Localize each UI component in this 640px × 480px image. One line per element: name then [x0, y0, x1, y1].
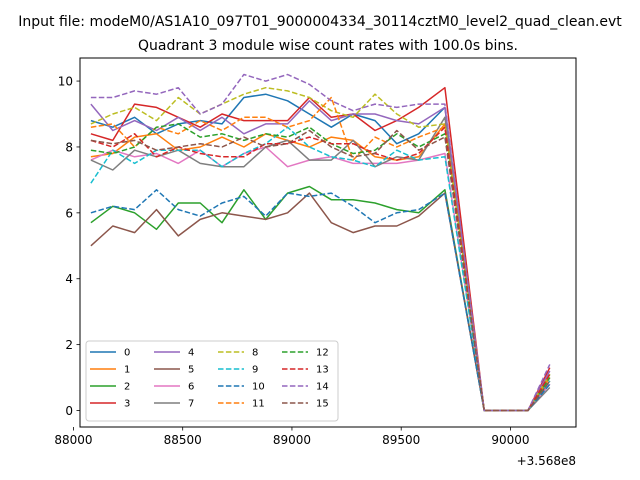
- legend-label-11: 11: [252, 399, 265, 410]
- legend-label-9: 9: [252, 365, 258, 376]
- y-tick-label: 6: [65, 206, 73, 220]
- x-tick-label: 89500: [382, 433, 420, 447]
- x-tick-label: 90000: [491, 433, 529, 447]
- legend-label-5: 5: [188, 365, 194, 376]
- legend-label-2: 2: [124, 382, 130, 393]
- x-tick-label: 88000: [54, 433, 92, 447]
- plot-area-frame: [79, 57, 577, 428]
- series-line-10: [90, 189, 551, 412]
- legend-label-15: 15: [316, 399, 329, 410]
- y-tick-label: 2: [65, 338, 73, 352]
- series-line-15: [90, 129, 551, 412]
- legend-label-12: 12: [316, 348, 329, 359]
- y-tick-label: 0: [65, 404, 73, 418]
- legend-label-1: 1: [124, 365, 130, 376]
- x-axis-offset-label: +3.568e8: [517, 454, 576, 468]
- legend-label-4: 4: [188, 348, 194, 359]
- series-line-13: [90, 126, 551, 412]
- legend-label-0: 0: [124, 348, 130, 359]
- series-line-9: [90, 126, 551, 412]
- chart-title: Quadrant 3 module wise count rates with …: [138, 38, 518, 54]
- chart-suptitle: Input file: modeM0/AS1A10_097T01_9000004…: [18, 14, 622, 30]
- x-tick-label: 89000: [273, 433, 311, 447]
- legend-label-6: 6: [188, 382, 194, 393]
- y-tick-label: 8: [65, 140, 73, 154]
- y-tick-label: 4: [65, 272, 73, 286]
- y-axis-ticks: 0 2 4 6 8 10: [58, 75, 80, 418]
- series-layer: [90, 73, 551, 412]
- legend-label-7: 7: [188, 399, 194, 410]
- x-tick-label: 88500: [164, 433, 202, 447]
- legend-label-3: 3: [124, 399, 130, 410]
- legend-label-13: 13: [316, 365, 329, 376]
- legend-label-10: 10: [252, 382, 265, 393]
- series-line-14: [90, 73, 551, 412]
- legend-box: [85, 340, 339, 422]
- legend-label-8: 8: [252, 348, 258, 359]
- legend-label-14: 14: [316, 382, 329, 393]
- y-tick-label: 10: [58, 75, 73, 89]
- x-axis-ticks: 88000 88500 89000 89500 90000: [54, 427, 530, 447]
- series-line-11: [90, 96, 551, 412]
